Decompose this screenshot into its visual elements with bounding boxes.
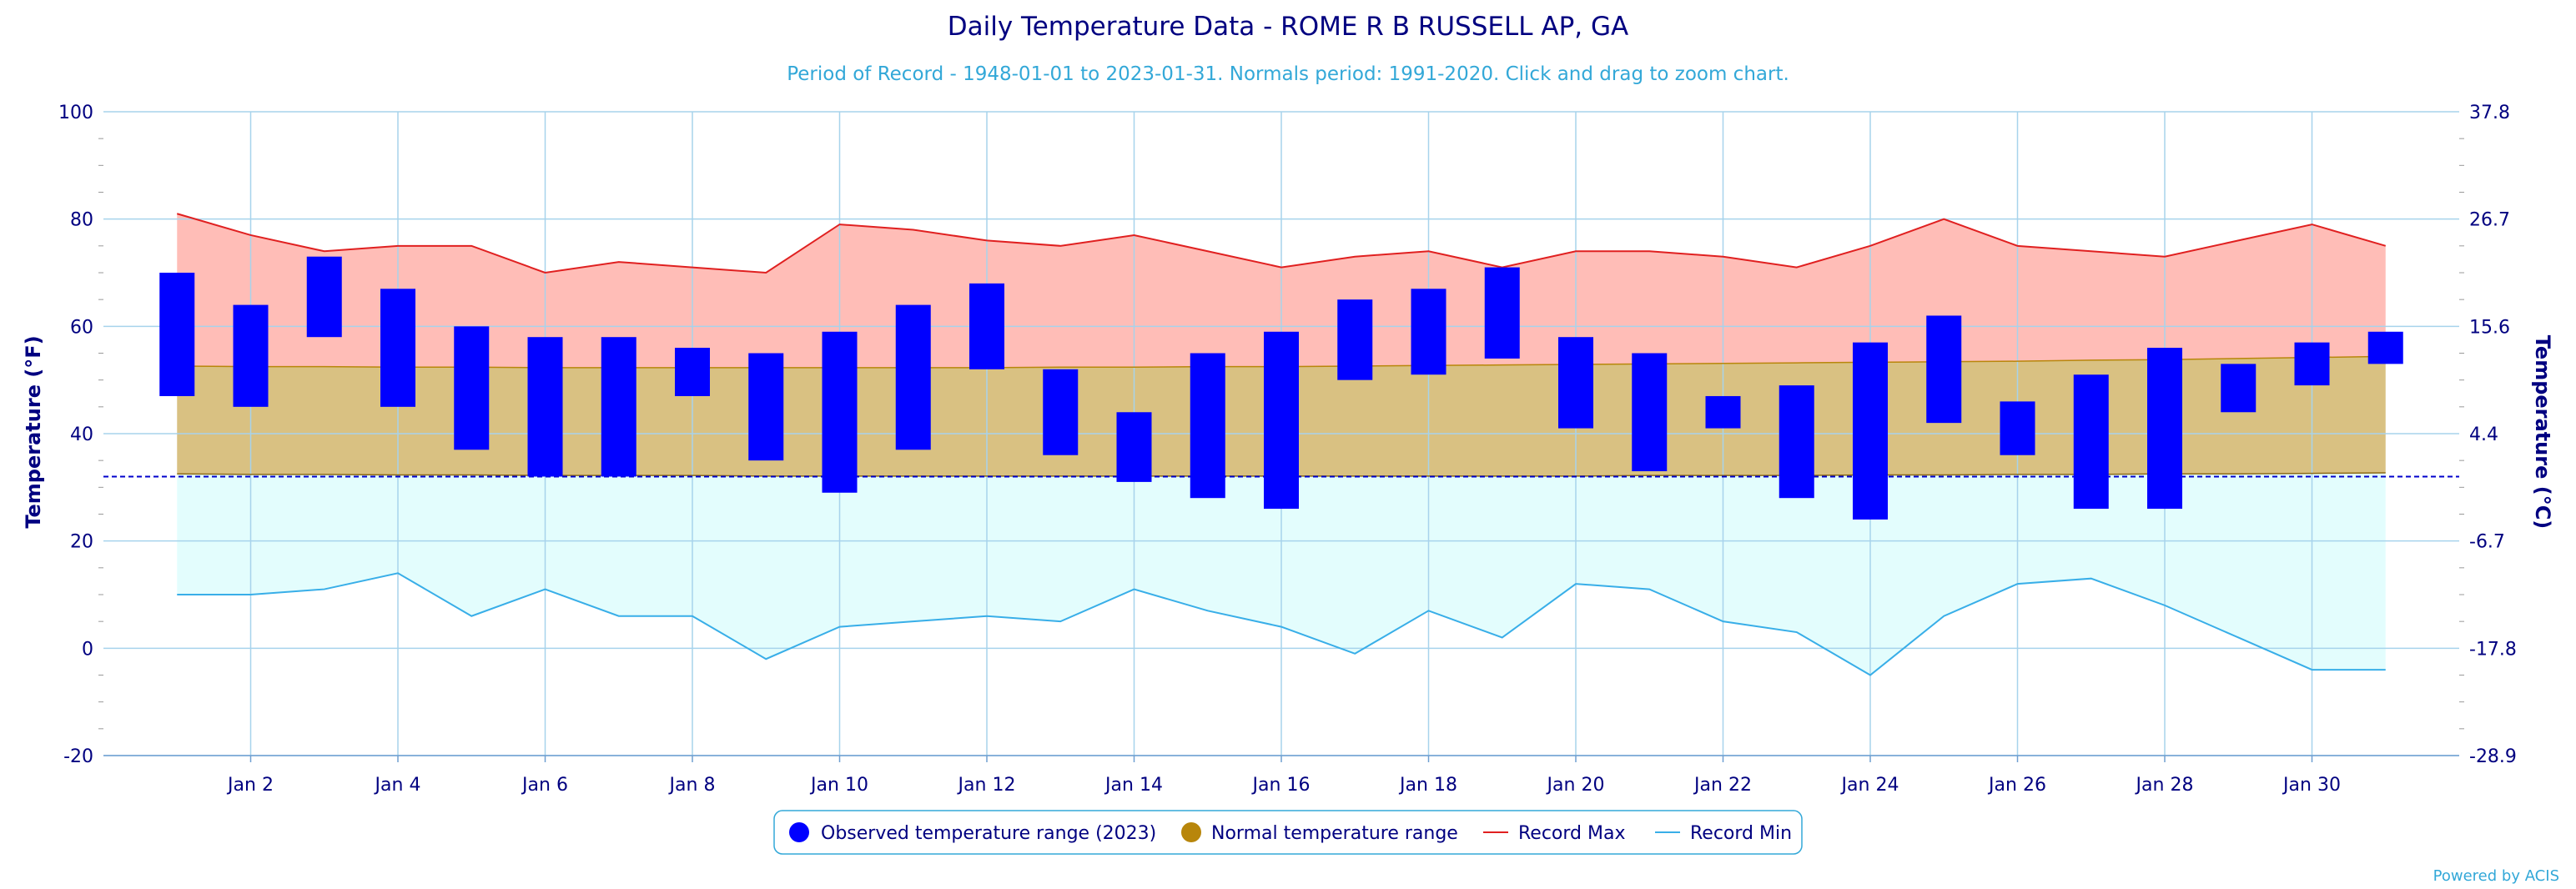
- observed-range-bar: [1337, 299, 1373, 380]
- x-tick-label: Jan 24: [1840, 775, 1899, 796]
- plot-area[interactable]: -20 0 20 40 60 80 100 -28.9 -17.8 -6.7 4.4 15.6 26.7…: [58, 103, 2517, 796]
- observed-range-bar: [1264, 331, 1299, 510]
- x-tick-label: Jan 28: [2135, 775, 2194, 796]
- observed-range-bar: [380, 289, 415, 407]
- y-tick-label-left: 80: [70, 210, 93, 231]
- x-tick-label: Jan 26: [1987, 775, 2046, 796]
- observed-range-bar: [1558, 337, 1593, 429]
- observed-range-bar: [233, 304, 269, 407]
- observed-range-bar: [601, 337, 636, 477]
- y-axis-title-right: Temperature (°C): [2531, 335, 2554, 530]
- legend-normal-label: Normal temperature range: [1211, 823, 1458, 844]
- y-tick-label-right: 37.8: [2469, 103, 2510, 123]
- observed-range-bar: [822, 331, 858, 493]
- observed-range-bar: [1411, 289, 1446, 375]
- y-tick-label-right: 15.6: [2469, 317, 2510, 338]
- y-tick-label-right: 4.4: [2469, 424, 2498, 445]
- observed-range-bar: [306, 256, 342, 338]
- record-max-line: [176, 213, 2387, 274]
- x-tick-label: Jan 4: [374, 775, 421, 796]
- observed-range-bar: [2147, 348, 2182, 510]
- y-tick-label-left: 40: [70, 424, 93, 445]
- observed-range-bar: [454, 326, 490, 450]
- y-tick-label-left: 20: [70, 532, 93, 553]
- x-tick-label: Jan 8: [668, 775, 716, 796]
- x-tick-label: Jan 16: [1251, 775, 1311, 796]
- observed-range-bar: [2294, 342, 2330, 386]
- x-tick-label: Jan 12: [957, 775, 1016, 796]
- observed-range-bar: [159, 273, 195, 396]
- observed-range-bar: [1926, 315, 1962, 424]
- legend-observed-marker: [789, 822, 809, 842]
- y-tick-label-left: -20: [63, 746, 93, 767]
- legend: Observed temperature range (2023) Normal …: [773, 810, 1803, 855]
- y-tick-label-left: 0: [82, 639, 93, 660]
- legend-record-min-label: Record Min: [1690, 823, 1792, 844]
- y-axis-title-left: Temperature (°F): [22, 335, 45, 528]
- observed-range-bar: [1705, 395, 1741, 429]
- y-tick-label-left: 100: [58, 103, 93, 123]
- observed-range-bar: [895, 304, 931, 450]
- x-tick-label: Jan 2: [226, 775, 274, 796]
- observed-range-bar: [2367, 331, 2403, 364]
- y-tick-label-right: -28.9: [2469, 746, 2517, 767]
- x-tick-label: Jan 6: [521, 775, 568, 796]
- record-min-line: [177, 572, 2386, 676]
- observed-range-bar: [1779, 385, 1814, 499]
- y-tick-label-right: 26.7: [2469, 210, 2510, 231]
- observed-range-bar: [969, 283, 1004, 369]
- x-tick-label: Jan 20: [1546, 775, 1605, 796]
- chart-title: Daily Temperature Data - ROME R B RUSSEL…: [948, 12, 1628, 42]
- observed-range-bar: [1043, 369, 1079, 455]
- observed-range-bar: [1853, 342, 1888, 520]
- observed-range-bar: [1484, 267, 1520, 359]
- observed-range-bar: [1632, 353, 1668, 472]
- x-tick-label: Jan 30: [2282, 775, 2341, 796]
- y-tick-label-right: -17.8: [2469, 639, 2517, 660]
- legend-normal-marker: [1181, 822, 1201, 842]
- y-tick-label-right: -6.7: [2469, 532, 2505, 553]
- x-tick-label: Jan 18: [1398, 775, 1457, 796]
- observed-range-bar: [675, 348, 710, 396]
- observed-range-bar: [2073, 374, 2109, 510]
- observed-range-bar: [1190, 353, 1225, 499]
- observed-range-bar: [2221, 364, 2257, 413]
- x-tick-label: Jan 14: [1104, 775, 1163, 796]
- legend-record-max-label: Record Max: [1518, 823, 1626, 844]
- x-tick-label: Jan 10: [809, 775, 868, 796]
- observed-range-bar: [1116, 412, 1152, 482]
- observed-range-bar: [2000, 401, 2035, 455]
- credits-link[interactable]: Powered by ACIS: [2433, 867, 2559, 885]
- legend-observed-label: Observed temperature range (2023): [821, 823, 1156, 844]
- legend-box: [773, 810, 1803, 855]
- observed-range-bar: [748, 353, 784, 461]
- x-tick-label: Jan 22: [1693, 775, 1752, 796]
- observed-range-bar: [527, 337, 563, 477]
- chart-subtitle: Period of Record - 1948-01-01 to 2023-01…: [787, 63, 1789, 85]
- y-tick-label-left: 60: [70, 317, 93, 338]
